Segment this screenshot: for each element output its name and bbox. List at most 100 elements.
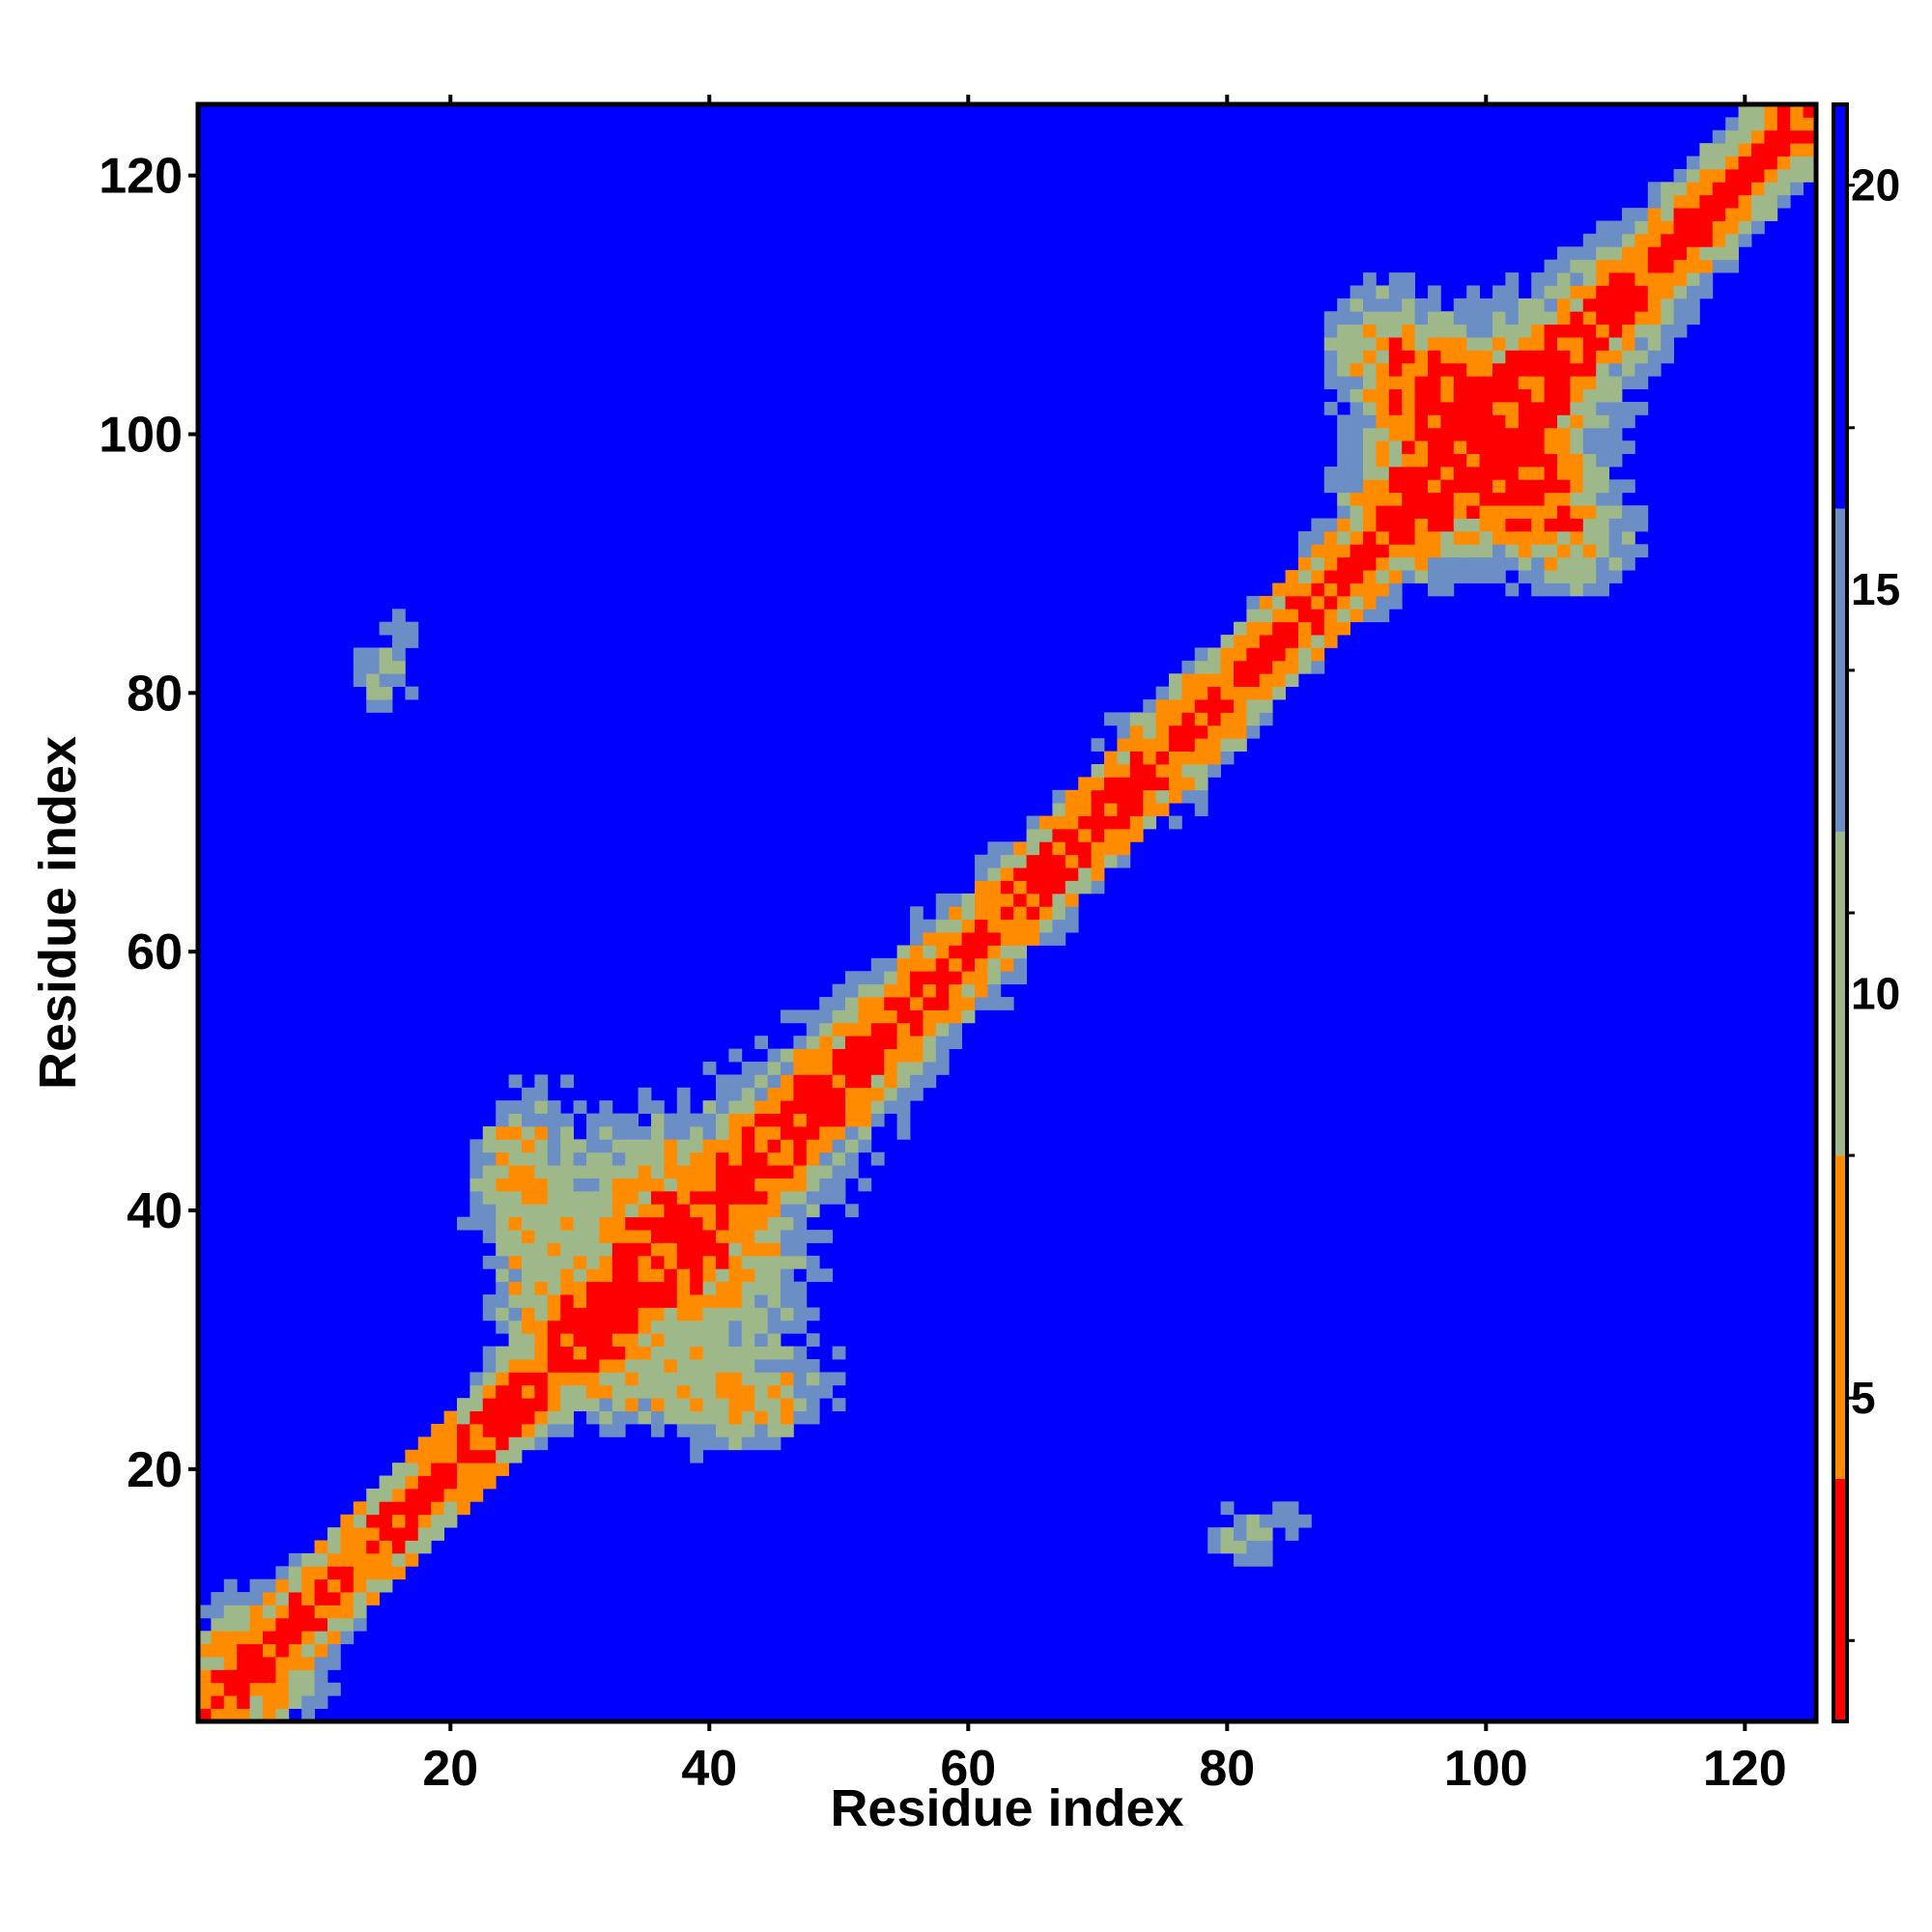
heatmap-cell (1557, 337, 1571, 351)
heatmap-cell (664, 1346, 678, 1360)
colorbar-segment (1833, 1155, 1847, 1479)
heatmap-cell (1518, 402, 1532, 415)
heatmap-cell (314, 1657, 328, 1670)
heatmap-cell (754, 1165, 768, 1179)
heatmap-cell (1608, 388, 1623, 403)
heatmap-cell (1544, 337, 1558, 351)
heatmap-cell (832, 1036, 846, 1050)
heatmap-cell (845, 1074, 859, 1089)
heatmap-cell (547, 1410, 561, 1425)
heatmap-cell (1505, 324, 1520, 338)
heatmap-cell (1350, 285, 1364, 299)
heatmap-cell (1388, 505, 1403, 519)
heatmap-cell (1764, 182, 1778, 196)
heatmap-cell (1311, 570, 1325, 583)
heatmap-cell (896, 983, 911, 998)
heatmap-cell (819, 1230, 833, 1243)
heatmap-cell (625, 1281, 639, 1295)
heatmap-cell (1608, 259, 1623, 273)
heatmap-cell (586, 1113, 600, 1127)
heatmap-cell (534, 1281, 549, 1295)
heatmap-cell (1376, 505, 1390, 519)
heatmap-cell (1751, 208, 1765, 221)
heatmap-cell (754, 1346, 768, 1360)
heatmap-cell (611, 1216, 626, 1231)
heatmap-cell (1129, 724, 1144, 739)
heatmap-cell (1712, 233, 1726, 247)
heatmap-cell (1363, 530, 1377, 545)
heatmap-cell (1337, 479, 1350, 494)
y-tick-label: 100 (99, 407, 183, 463)
heatmap-cell (1764, 104, 1778, 118)
heatmap-cell (547, 1281, 561, 1295)
heatmap-cell (275, 1617, 290, 1632)
heatmap-cell (1078, 803, 1092, 816)
heatmap-cell (1634, 350, 1649, 364)
heatmap-cell (1557, 285, 1571, 299)
heatmap-cell (1078, 777, 1092, 791)
heatmap-cell (522, 1281, 535, 1295)
heatmap-cell (1285, 595, 1299, 610)
heatmap-cell (1285, 635, 1299, 648)
heatmap-cell (702, 1410, 717, 1425)
heatmap-cell (469, 1216, 484, 1231)
heatmap-cell (1531, 376, 1545, 390)
heatmap-cell (1661, 337, 1674, 351)
heatmap-cell (806, 1087, 820, 1101)
heatmap-cell (366, 1501, 380, 1516)
heatmap-cell (1725, 194, 1739, 209)
heatmap-cell (793, 1151, 808, 1166)
heatmap-cell (1582, 362, 1597, 377)
heatmap-cell (1129, 738, 1144, 752)
heatmap-cell (1194, 712, 1208, 726)
heatmap-cell (1738, 117, 1752, 131)
heatmap-cell (508, 1113, 523, 1127)
heatmap-cell (910, 983, 923, 998)
heatmap-cell (923, 957, 937, 972)
heatmap-cell (611, 1410, 626, 1425)
heatmap-cell (1208, 686, 1221, 700)
heatmap-cell (690, 1449, 703, 1463)
heatmap-cell (1764, 143, 1778, 156)
heatmap-cell (741, 1346, 755, 1360)
heatmap-cell (1661, 220, 1674, 235)
heatmap-cell (935, 997, 950, 1010)
heatmap-cell (1622, 518, 1635, 532)
heatmap-cell (611, 1320, 626, 1334)
heatmap-cell (1570, 388, 1584, 403)
heatmap-cell (599, 1268, 613, 1283)
heatmap-cell (676, 1139, 691, 1153)
heatmap-cell (1505, 388, 1520, 403)
heatmap-cell (417, 1514, 432, 1528)
heatmap-cell (1363, 272, 1377, 286)
heatmap-cell (638, 1346, 652, 1360)
heatmap-cell (1544, 582, 1558, 597)
heatmap-cell (754, 1372, 768, 1386)
heatmap-cell (1104, 789, 1118, 804)
heatmap-cell (975, 932, 988, 946)
heatmap-cell (1363, 427, 1377, 441)
heatmap-cell (496, 1449, 509, 1463)
heatmap-cell (1117, 815, 1131, 830)
heatmap-cell (1596, 492, 1609, 506)
heatmap-cell (1104, 828, 1118, 842)
heatmap-cell (534, 1346, 549, 1360)
heatmap-cell (664, 1216, 678, 1231)
heatmap-cell (1323, 570, 1338, 583)
heatmap-cell (1428, 518, 1441, 532)
heatmap-cell (198, 1631, 212, 1645)
heatmap-cell (508, 1074, 523, 1089)
heatmap-cell (1013, 867, 1027, 881)
heatmap-cell (482, 1463, 497, 1476)
heatmap-cell (508, 1125, 523, 1140)
heatmap-cell (858, 1036, 872, 1050)
heatmap-cell (586, 1294, 600, 1308)
heatmap-cell (508, 1190, 523, 1205)
heatmap-cell (1453, 298, 1467, 312)
heatmap-cell (249, 1605, 264, 1619)
heatmap-cell (1531, 350, 1545, 364)
heatmap-cell (690, 1333, 703, 1348)
heatmap-cell (1453, 530, 1467, 545)
heatmap-cell (987, 932, 1002, 946)
heatmap-cell (1078, 815, 1092, 830)
